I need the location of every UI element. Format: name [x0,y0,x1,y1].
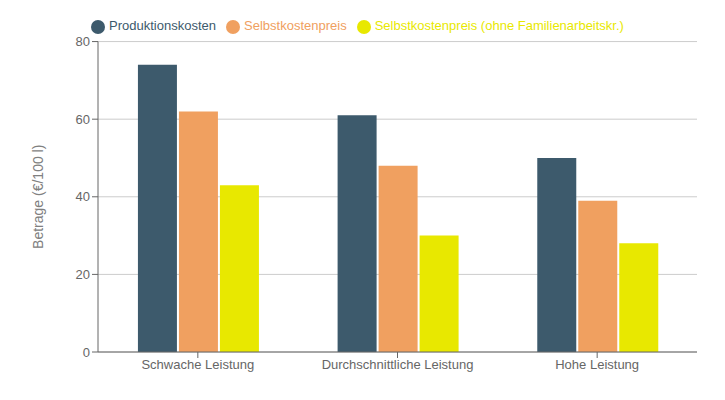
html-text:Selbstkostenpreis (ohne Famili: Selbstkostenpreis (ohne Familienarbeitsk… [374,18,624,33]
svg-text:Betrage (€/100 l): Betrage (€/100 l) [30,145,46,249]
svg-text:0: 0 [83,345,90,360]
svg-text:Schwache Leistung: Schwache Leistung [141,357,254,372]
svg-text:20: 20 [76,267,90,282]
svg-text:Durchschnittliche Leistung: Durchschnittliche Leistung [322,357,474,372]
html-text:Produktionskosten: Produktionskosten [109,18,216,33]
svg-text:80: 80 [76,34,90,49]
svg-text:Hohe Leistung: Hohe Leistung [555,357,639,372]
svg-text:60: 60 [76,112,90,127]
svg-text:40: 40 [76,189,90,204]
html-text:Selbstkostenpreis: Selbstkostenpreis [244,18,347,33]
